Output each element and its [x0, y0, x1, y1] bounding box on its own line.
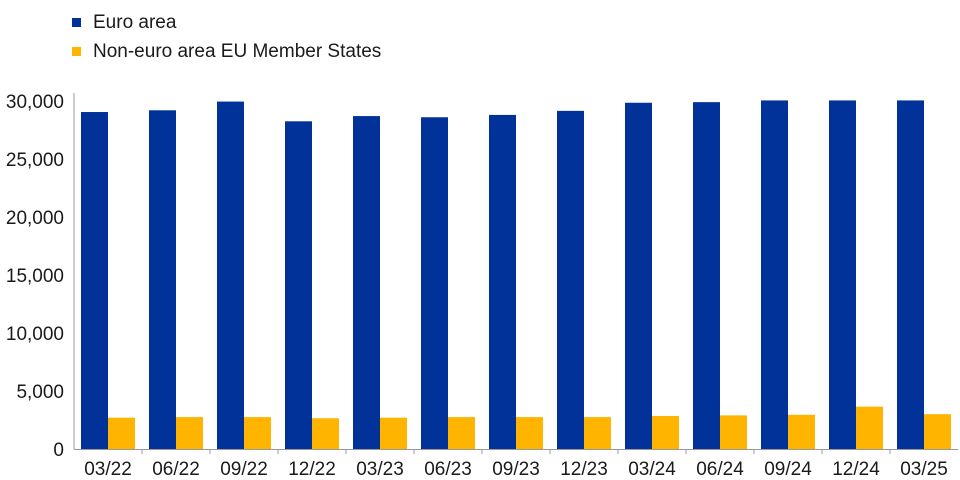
x-tick-label: 03/25: [900, 459, 948, 480]
x-tick-label: 12/22: [288, 459, 336, 480]
y-tick-label: 20,000: [6, 208, 64, 229]
y-tick-label: 10,000: [6, 324, 64, 345]
bar-non-euro-area-03-25: [924, 414, 951, 449]
bar-euro-area-12-23: [557, 110, 584, 450]
y-tick-label: 0: [53, 440, 64, 461]
bar-euro-area-12-24: [829, 100, 856, 450]
bar-non-euro-area-09-23: [516, 417, 543, 449]
x-tick-label: 03/22: [84, 459, 132, 480]
bar-non-euro-area-06-23: [448, 417, 475, 449]
bar-euro-area-12-22: [285, 121, 312, 450]
x-tick-label: 06/22: [152, 459, 200, 480]
x-tick-label: 12/23: [560, 459, 608, 480]
bar-euro-area-03-25: [897, 100, 924, 450]
legend-item-non-euro-area: Non-euro area EU Member States: [72, 37, 381, 66]
x-tick-label: 09/23: [492, 459, 540, 480]
x-tick-label: 03/24: [628, 459, 676, 480]
bar-euro-area-09-24: [761, 100, 788, 450]
legend-label-euro-area: Euro area: [93, 11, 177, 33]
bar-non-euro-area-12-23: [584, 417, 611, 449]
y-tick-label: 25,000: [6, 150, 64, 171]
bar-non-euro-area-09-24: [788, 414, 815, 449]
x-tick-label: 06/23: [424, 459, 472, 480]
bar-non-euro-area-12-24: [856, 406, 883, 449]
bar-non-euro-area-03-22: [108, 417, 135, 449]
bar-euro-area-03-22: [81, 112, 108, 450]
legend-label-non-euro-area: Non-euro area EU Member States: [93, 40, 382, 62]
legend-item-euro-area: Euro area: [72, 8, 381, 37]
legend-swatch-euro-area: [72, 18, 81, 27]
x-tick-label: 09/22: [220, 459, 268, 480]
bar-non-euro-area-12-22: [312, 418, 339, 449]
y-tick-label: 15,000: [6, 266, 64, 287]
chart-legend: Euro area Non-euro area EU Member States: [72, 8, 381, 66]
bar-non-euro-area-06-22: [176, 417, 203, 449]
bar-euro-area-06-23: [421, 117, 448, 450]
x-tick-label: 06/24: [696, 459, 744, 480]
bar-non-euro-area-03-24: [652, 415, 679, 449]
x-tick-label: 12/24: [832, 459, 880, 480]
bar-euro-area-09-23: [489, 114, 516, 450]
y-tick-label: 5,000: [16, 382, 64, 403]
bar-non-euro-area-09-22: [244, 417, 271, 449]
bar-euro-area-06-24: [693, 102, 720, 449]
bar-euro-area-03-23: [353, 116, 380, 449]
bar-euro-area-09-22: [217, 101, 244, 449]
legend-swatch-non-euro-area: [72, 47, 81, 56]
bar-euro-area-03-24: [625, 102, 652, 450]
x-tick-label: 03/23: [356, 459, 404, 480]
x-tick-label: 09/24: [764, 459, 812, 480]
bar-non-euro-area-03-23: [380, 417, 407, 449]
bar-euro-area-06-22: [149, 110, 176, 449]
y-tick-label: 30,000: [6, 92, 64, 113]
bar-non-euro-area-06-24: [720, 415, 747, 449]
